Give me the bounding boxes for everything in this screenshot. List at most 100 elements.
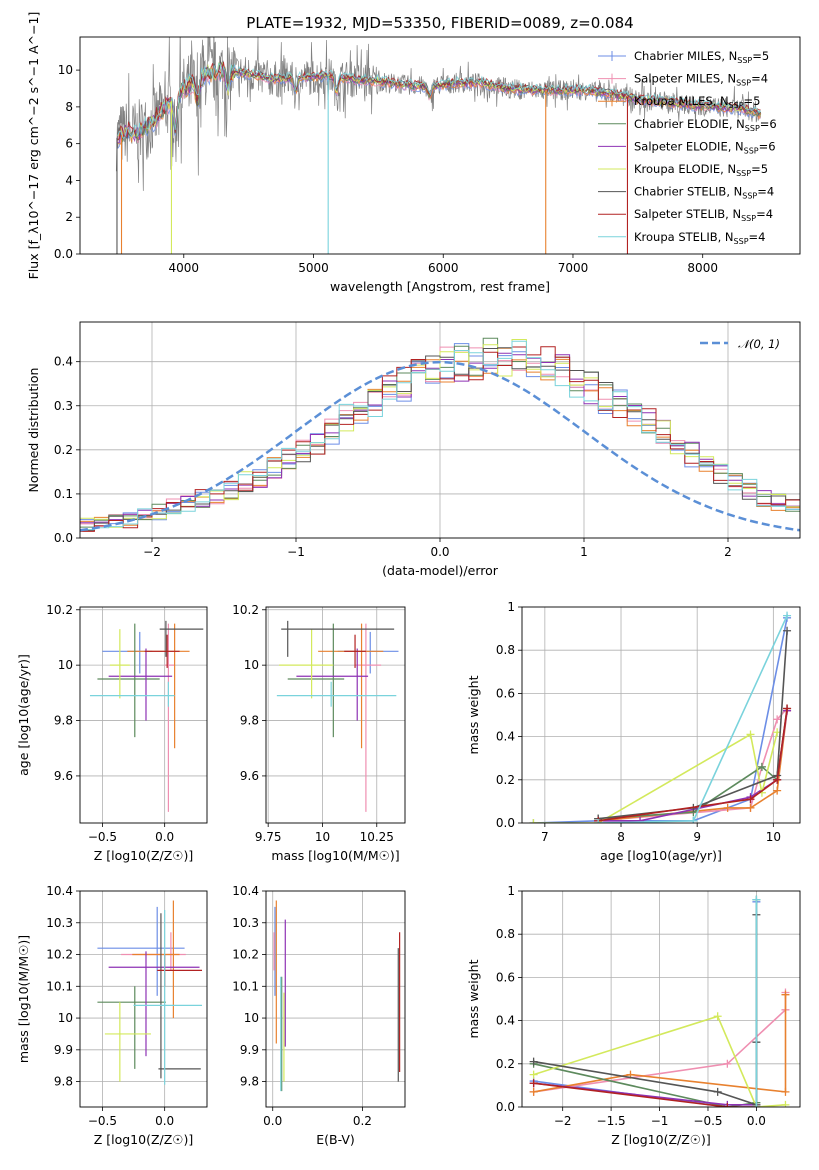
residuals-xtick-label-0: −2 — [143, 545, 161, 559]
weight_vs_Z-ytick-label-5: 1 — [507, 884, 515, 898]
weight_vs_Z-ytick-label-2: 0.4 — [496, 1014, 515, 1028]
age_vs_mass-xtick-label-0: 9.75 — [255, 830, 282, 844]
histogram-salpeter-stelib — [80, 346, 800, 532]
spectrum-xtick-label-0: 4000 — [169, 261, 200, 275]
weight_vs_age-plot-area — [529, 611, 792, 823]
residuals-xtick-label-4: 2 — [724, 545, 732, 559]
weight_vs_Z-plot-area — [529, 895, 790, 1107]
spectrum-xtick-label-3: 7000 — [558, 261, 589, 275]
weight_vs_age-ytick-label-4: 0.8 — [496, 643, 515, 657]
residuals-plot-area — [80, 337, 800, 532]
weight_vs_age-ytick-label-1: 0.2 — [496, 773, 515, 787]
weight_vs_Z-series-kroupa-miles-line — [533, 994, 787, 1093]
weight_vs_age-xtick-label-2: 9 — [693, 830, 701, 844]
figure-title: PLATE=1932, MJD=53350, FIBERID=0089, z=0… — [246, 14, 633, 32]
spectrum-xtick-label-2: 6000 — [428, 261, 459, 275]
age_vs_mass-axes: 9.75 10 10.25 9.6 9.8 10 10.2 mass [log10(M/M☉)… — [232, 603, 405, 863]
weight_vs_age-ytick-label-3: 0.6 — [496, 686, 515, 700]
weight_vs_age-series-chabrier-miles-line — [533, 617, 788, 823]
legend-label-0: Chabrier MILES, NSSP=5 — [634, 49, 769, 65]
weight_vs_age-xtick-label-1: 8 — [617, 830, 625, 844]
legend-label-sub-1: SSP — [736, 79, 751, 88]
weight_vs_Z-series-kroupa-stelib-marker-1 — [752, 895, 761, 904]
normal-legend-label: 𝒩(0, 1) — [738, 337, 780, 351]
legend-label-sub-7: SSP — [741, 214, 756, 223]
age_vs_Z-ylabel: age [log10(age/yr)] — [16, 654, 31, 776]
weight_vs_Z-series-kroupa-miles-marker-3 — [781, 990, 790, 999]
weight_vs_Z-xtick-label-0: −2 — [554, 1114, 572, 1128]
spectrum-xtick-label-4: 8000 — [687, 261, 718, 275]
weight_vs_Z-ytick-label-4: 0.8 — [496, 927, 515, 941]
spectrum-axes: 4000 5000 6000 7000 8000 0.0 2 4 6 8 10 wavelength … — [26, 12, 718, 294]
spectrum-ytick-label-0: 0.0 — [54, 247, 73, 261]
mass_vs_Z-ytick-label-5: 10.3 — [46, 916, 73, 930]
age_vs_mass-ytick-label-2: 10 — [244, 658, 259, 672]
legend-label-sub-2: SSP — [729, 101, 744, 110]
mass_vs_ebv-frame — [265, 890, 406, 1108]
weight_vs_Z-series-chabrier-stelib-marker-1 — [713, 1087, 722, 1096]
weight_vs_age-series-kroupa-miles-line — [598, 710, 788, 822]
legend-label-value-6: =4 — [757, 185, 774, 199]
residuals-ytick-label-3: 0.3 — [54, 399, 73, 413]
weight_vs_age-series-kroupa-stelib-marker-0 — [594, 819, 603, 823]
age_vs_Z-ytick-label-0: 9.6 — [54, 769, 73, 783]
residuals-ytick-label-1: 0.1 — [54, 487, 73, 501]
legend-label-text-6: Chabrier STELIB, N — [634, 185, 742, 199]
spectrum-ytick-label-4: 8 — [65, 100, 73, 114]
residuals-ytick-label-2: 0.2 — [54, 443, 73, 457]
weight_vs_Z-series-salpeter-stelib-marker-0 — [529, 1079, 538, 1088]
age_vs_Z-frame — [79, 606, 208, 824]
weight_vs_age-ytick-label-0: 0.0 — [496, 816, 515, 830]
legend-label-value-7: =4 — [756, 207, 773, 221]
residuals-frame — [79, 321, 801, 539]
weight_vs_age-ytick-label-5: 1 — [507, 600, 515, 614]
weight_vs_Z-xtick-label-1: −1.5 — [597, 1114, 626, 1128]
spectrum-xlabel: wavelength [Angstrom, rest frame] — [330, 279, 550, 294]
weight_vs_age-xtick-label-3: 10 — [766, 830, 781, 844]
weight_vs_age-series-chabrier-stelib-line — [598, 630, 788, 820]
histogram-kroupa-stelib — [80, 340, 800, 530]
legend-label-value-2: =5 — [744, 94, 761, 108]
legend-label-value-5: =5 — [751, 162, 768, 176]
weight_vs_Z-series-kroupa-elodie-marker-0 — [529, 1070, 538, 1079]
mass_vs_Z-ytick-label-4: 10.2 — [46, 948, 73, 962]
weight_vs_age-series-salpeter-elodie-marker-1 — [636, 816, 645, 823]
weight_vs_age-series-kroupa-miles-marker-3 — [773, 786, 782, 795]
legend-label-sub-0: SSP — [737, 56, 752, 65]
legend-label-3: Chabrier ELODIE, NSSP=6 — [634, 117, 777, 133]
legend-label-7: Salpeter STELIB, NSSP=4 — [634, 207, 773, 223]
weight_vs_Z-xlabel: Z [log10(Z/Z☉)] — [611, 1132, 711, 1147]
weight_vs_age-ylabel: mass weight — [466, 675, 481, 754]
weight_vs_age-series-salpeter-stelib-marker-2 — [773, 775, 782, 784]
spectrum-ytick-label-2: 4 — [65, 173, 73, 187]
spectrum-ytick-label-3: 6 — [65, 137, 73, 151]
weight_vs_Z-xtick-label-4: 0.0 — [747, 1114, 766, 1128]
legend-label-sub-6: SSP — [742, 192, 757, 201]
weight_vs_age-series-kroupa-stelib-marker-2 — [783, 611, 792, 620]
weight_vs_Z-ytick-label-1: 0.2 — [496, 1057, 515, 1071]
spectrum-xtick-label-1: 5000 — [298, 261, 329, 275]
mass_vs_ebv-plot-area — [273, 900, 401, 1092]
weight_vs_Z-series-chabrier-stelib-marker-0 — [529, 1057, 538, 1066]
residuals-ylabel: Normed distribution — [26, 368, 41, 493]
residuals-ytick-label-4: 0.4 — [54, 355, 73, 369]
legend-label-1: Salpeter MILES, NSSP=4 — [634, 72, 768, 88]
histogram-kroupa-elodie — [80, 339, 800, 528]
residuals-axes: −2 −1 0.0 1 2 0.0 0.1 0.2 0.3 0.4 (data-model)/err… — [26, 322, 800, 578]
age_vs_Z-ytick-label-2: 10 — [58, 658, 73, 672]
weight_vs_age-series-salpeter-miles-line — [598, 707, 788, 822]
mass_vs_Z-ytick-label-1: 9.9 — [54, 1043, 73, 1057]
age_vs_mass-xlabel: mass [log10(M/M☉)] — [271, 848, 399, 863]
weight_vs_age-series-salpeter-stelib-line — [598, 708, 788, 822]
weight_vs_age-series-salpeter-stelib-marker-3 — [783, 704, 792, 713]
weight_vs_Z-ylabel: mass weight — [466, 959, 481, 1038]
weight_vs_Z-series-kroupa-elodie-marker-3 — [781, 1100, 790, 1107]
legend-label-2: Kroupa MILES, NSSP=5 — [634, 94, 760, 110]
mass_vs_Z-axes: −0.5 0.0 9.8 9.9 10 10.1 10.2 10.3 10.4 Z [log10(… — [16, 884, 207, 1147]
legend-label-6: Chabrier STELIB, NSSP=4 — [634, 185, 774, 201]
legend-label-sub-5: SSP — [736, 169, 751, 178]
mass_vs_ebv-ytick-label-1: 9.9 — [240, 1043, 259, 1057]
age_vs_Z-axes: −0.5 0.0 9.6 9.8 10 10.2 Z [log10(Z/Z☉)] age [l… — [16, 603, 207, 863]
mass_vs_ebv-xlabel: E(B-V) — [316, 1132, 355, 1147]
spectrum-plot-area — [115, 37, 762, 254]
